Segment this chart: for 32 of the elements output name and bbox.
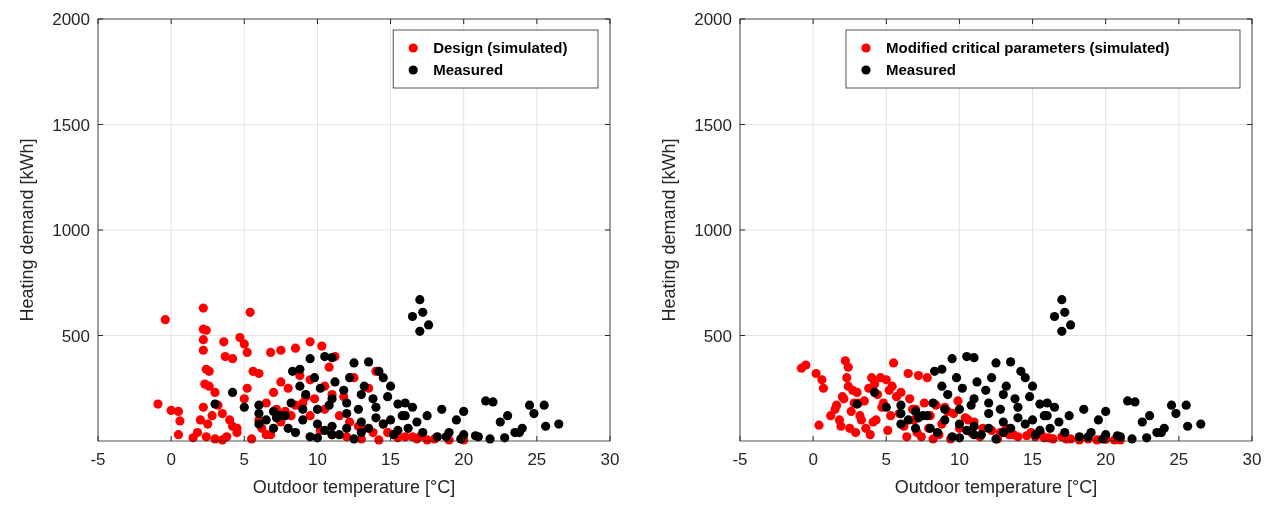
y-axis-title: Heating demand [kWh] bbox=[17, 138, 37, 322]
x-tick-label: 15 bbox=[1023, 450, 1043, 469]
x-tick-label: 20 bbox=[1096, 450, 1116, 469]
x-tick-label: -5 bbox=[732, 450, 748, 469]
legend-label: Design (simulated) bbox=[433, 39, 568, 56]
legend-label: Measured bbox=[433, 61, 504, 78]
y-tick-label: 1000 bbox=[694, 221, 732, 240]
x-axis-title: Outdoor temperature [°C] bbox=[252, 477, 456, 497]
y-tick-label: 500 bbox=[61, 326, 90, 346]
legend-label: Modified critical parameters (simulated) bbox=[886, 39, 1170, 56]
y-tick-label: 2000 bbox=[694, 10, 732, 29]
x-axis-title: Outdoor temperature [°C] bbox=[894, 477, 1098, 497]
x-tick-label: 30 bbox=[1242, 450, 1262, 469]
x-tick-label: 5 bbox=[239, 450, 250, 469]
y-tick-label: 500 bbox=[703, 326, 732, 346]
x-tick-label: 15 bbox=[381, 450, 401, 469]
x-tick-label: 0 bbox=[166, 450, 176, 469]
y-axis-title: Heating demand [kWh] bbox=[659, 138, 679, 322]
legend-label: Measured bbox=[886, 61, 957, 78]
x-tick-label: 30 bbox=[600, 450, 620, 469]
x-tick-label: 10 bbox=[949, 450, 969, 469]
x-tick-label: 5 bbox=[881, 450, 892, 469]
x-tick-label: -5 bbox=[90, 450, 106, 469]
y-tick-label: 1500 bbox=[52, 115, 90, 135]
x-tick-label: 20 bbox=[454, 450, 474, 469]
x-tick-label: 0 bbox=[808, 450, 818, 469]
x-tick-label: 10 bbox=[307, 450, 327, 469]
y-tick-label: 1000 bbox=[52, 221, 90, 240]
x-tick-label: 25 bbox=[1169, 450, 1189, 469]
y-tick-label: 1500 bbox=[694, 115, 732, 135]
y-tick-label: 2000 bbox=[52, 10, 90, 29]
x-tick-label: 25 bbox=[527, 450, 547, 469]
